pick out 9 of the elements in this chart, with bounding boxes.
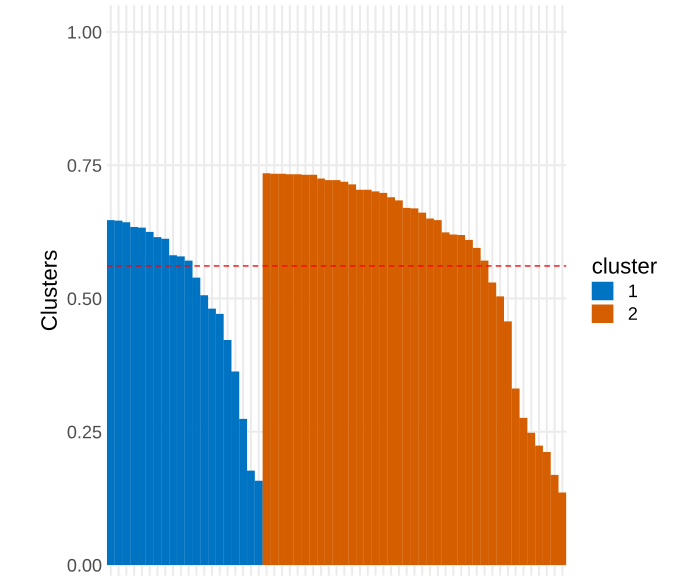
y-tick-label: 1.00 (68, 26, 102, 39)
y-tick-label: 0.75 (68, 159, 102, 172)
legend-title: cluster (592, 257, 657, 274)
y-axis-title: Clusters (40, 250, 57, 330)
legend-label: 1 (629, 284, 638, 298)
y-tick-label: 0.25 (68, 426, 102, 438)
y-tick-label: 0.00 (68, 558, 102, 572)
y-tick-label: 0.50 (68, 292, 102, 306)
legend-label: 2 (628, 307, 637, 320)
